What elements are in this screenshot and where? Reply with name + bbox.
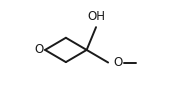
Text: O: O: [113, 56, 123, 69]
Text: OH: OH: [87, 10, 105, 23]
Text: O: O: [34, 43, 43, 56]
